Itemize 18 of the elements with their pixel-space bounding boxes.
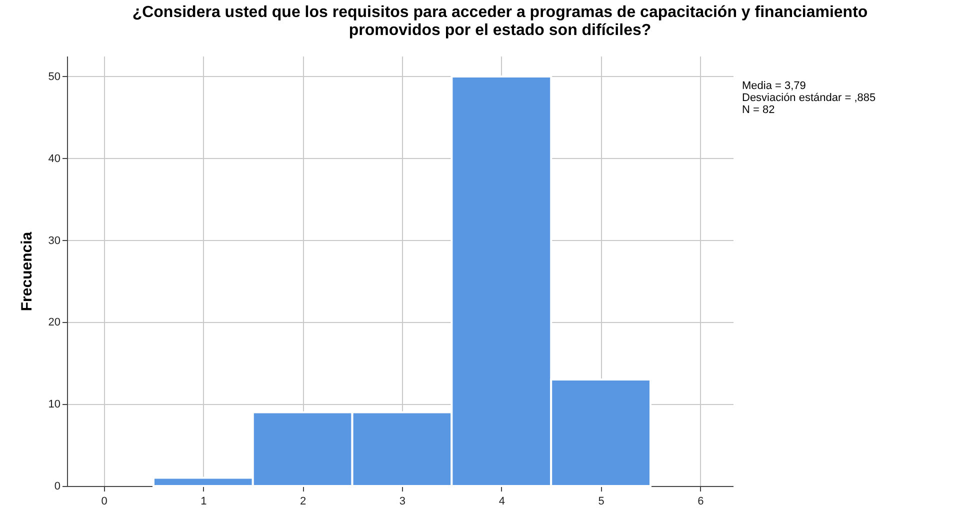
chart-title: ¿Considera usted que los requisitos para acceder a programas de capacitación y financiamiento promovidos por el estado son difíciles? [131, 4, 869, 40]
x-tick-label: 0 [101, 496, 108, 508]
y-tick-label: 10 [48, 398, 60, 411]
y-axis-title: Frecuencia [18, 231, 36, 312]
y-tick-label: 20 [48, 316, 60, 329]
y-tick-label: 30 [48, 234, 60, 247]
y-tick-label: 50 [48, 70, 60, 83]
text: N = 82 [742, 104, 776, 116]
y-tick-label: 40 [48, 152, 60, 165]
y-tick-label: 0 [54, 480, 60, 492]
x-tick-label: 5 [598, 496, 604, 508]
text: Media = 3,79 [742, 80, 807, 92]
x-tick-label: 6 [698, 496, 704, 508]
x-tick-label: 4 [498, 496, 505, 508]
x-tick-label: 2 [300, 496, 306, 508]
x-tick-label: 3 [399, 496, 406, 508]
text: Desviación estándar = ,885 [742, 92, 876, 104]
x-tick-label: 1 [200, 496, 207, 508]
